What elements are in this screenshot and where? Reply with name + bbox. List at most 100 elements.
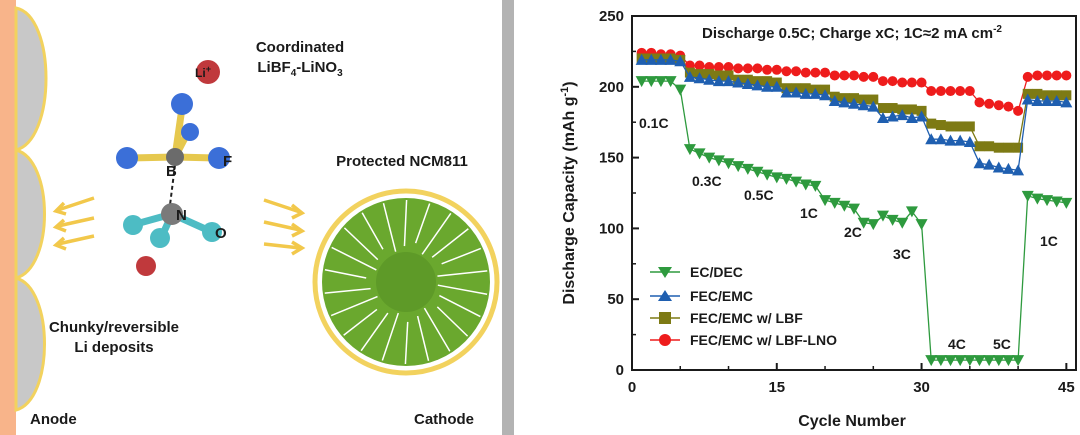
data-point: [1013, 142, 1024, 153]
data-point: [809, 180, 822, 192]
arrow-to-anode-1: [57, 196, 95, 212]
data-point: [992, 161, 1005, 173]
legend-label-fec-emc-lbf: FEC/EMC w/ LBF: [690, 310, 803, 326]
data-point: [876, 111, 889, 123]
data-point: [944, 355, 957, 367]
data-point: [741, 163, 754, 175]
cathode-crack: [381, 312, 400, 361]
data-point: [819, 195, 832, 207]
data-point: [905, 111, 918, 123]
y-tick-label: 200: [599, 79, 624, 96]
data-point: [974, 141, 985, 152]
data-point: [664, 53, 677, 65]
lithium-atom: [136, 256, 156, 276]
data-point: [955, 121, 966, 132]
data-point: [712, 75, 725, 87]
annotation-4c: 4C: [948, 336, 966, 352]
data-point: [1021, 93, 1034, 105]
li-deposit-top: [14, 6, 48, 152]
arrowhead-to-cathode-1: [290, 203, 306, 220]
data-point: [886, 110, 899, 122]
data-point: [1012, 355, 1025, 367]
data-point: [935, 86, 946, 97]
data-point: [741, 77, 754, 89]
deposit-label-line2: Li deposits: [74, 339, 153, 356]
data-point: [1051, 70, 1062, 81]
data-point: [905, 206, 918, 218]
data-point: [896, 217, 909, 229]
arrow-to-cathode-1: [263, 198, 301, 214]
nitrogen-atom: [161, 203, 183, 225]
data-point: [1041, 195, 1054, 207]
data-point: [654, 53, 667, 65]
annotation-0-3c: 0.3C: [692, 173, 722, 189]
legend: EC/DEC FEC/EMC FEC/EMC w/ LBF FEC/EMC w/…: [650, 264, 837, 348]
cathode-crack: [416, 315, 430, 362]
legend-label-fec-emc: FEC/EMC: [690, 288, 753, 304]
arrow-to-anode-3: [57, 234, 95, 246]
chart-panel: 0 15 30 45 0 50 100 150 200 250 Discharge 0.5C; C…: [559, 8, 1077, 430]
arrow-to-anode-2: [57, 216, 95, 228]
data-point: [992, 355, 1005, 367]
data-point: [800, 67, 811, 78]
data-point: [771, 64, 782, 75]
legend-entry-fec-emc-lbf: FEC/EMC w/ LBF: [650, 310, 803, 326]
cathode-crack: [404, 321, 409, 365]
legend-entry-ec-dec: EC/DEC: [650, 264, 743, 280]
data-point: [732, 76, 745, 88]
data-point: [838, 200, 851, 212]
data-point: [790, 176, 803, 188]
data-point: [674, 84, 687, 96]
cathode-crack: [421, 212, 452, 255]
data-point: [993, 100, 1004, 111]
data-point: [751, 166, 764, 178]
boron-atom: [166, 148, 184, 166]
annotation-1c-first: 1C: [800, 205, 818, 221]
data-point: [635, 53, 648, 65]
cathode-crack: [324, 269, 367, 279]
atom-label-n: N: [176, 207, 187, 224]
data-point: [761, 80, 774, 92]
data-point: [694, 60, 705, 71]
x-tick-label: 30: [913, 379, 930, 396]
data-point: [915, 219, 928, 231]
series-layer: [635, 47, 1073, 367]
data-point: [973, 157, 986, 169]
cathode-crack: [331, 246, 377, 271]
annotation-3c: 3C: [893, 246, 911, 262]
data-point: [828, 197, 841, 209]
legend-marker-fec-emc-lbf-lno: [659, 334, 671, 346]
cathode-crack: [437, 284, 488, 295]
chart-title: Discharge 0.5C; Charge xC; 1C≈2 mA cm-2: [702, 24, 1002, 42]
data-point: [963, 136, 976, 148]
data-point: [791, 66, 802, 77]
cathode-crack: [431, 228, 469, 258]
data-point: [868, 71, 879, 82]
data-point: [1031, 193, 1044, 205]
data-point: [954, 355, 967, 367]
y-tick-label: 100: [599, 220, 624, 237]
data-point: [693, 72, 706, 84]
oxygen-bottom: [150, 228, 170, 248]
cathode-crack: [343, 227, 379, 261]
data-point: [916, 77, 927, 88]
anode-label: Anode: [30, 411, 77, 428]
cathode-crack: [423, 307, 451, 352]
li-deposit-bottom: [14, 276, 46, 412]
data-point: [945, 86, 956, 97]
data-point: [703, 73, 716, 85]
data-point: [722, 75, 735, 87]
arrow-to-cathode-2: [263, 220, 301, 232]
annotation-0-1c: 0.1C: [639, 115, 669, 131]
cathode-crack: [360, 312, 389, 352]
legend-entry-fec-emc: FEC/EMC: [650, 288, 753, 304]
annotation-2c: 2C: [844, 224, 862, 240]
data-point: [790, 86, 803, 98]
data-point: [829, 70, 840, 81]
data-point: [1032, 88, 1043, 99]
x-tick-label: 0: [628, 379, 636, 396]
data-point: [742, 63, 753, 74]
data-point: [1002, 355, 1015, 367]
cathode-crack: [403, 199, 408, 247]
